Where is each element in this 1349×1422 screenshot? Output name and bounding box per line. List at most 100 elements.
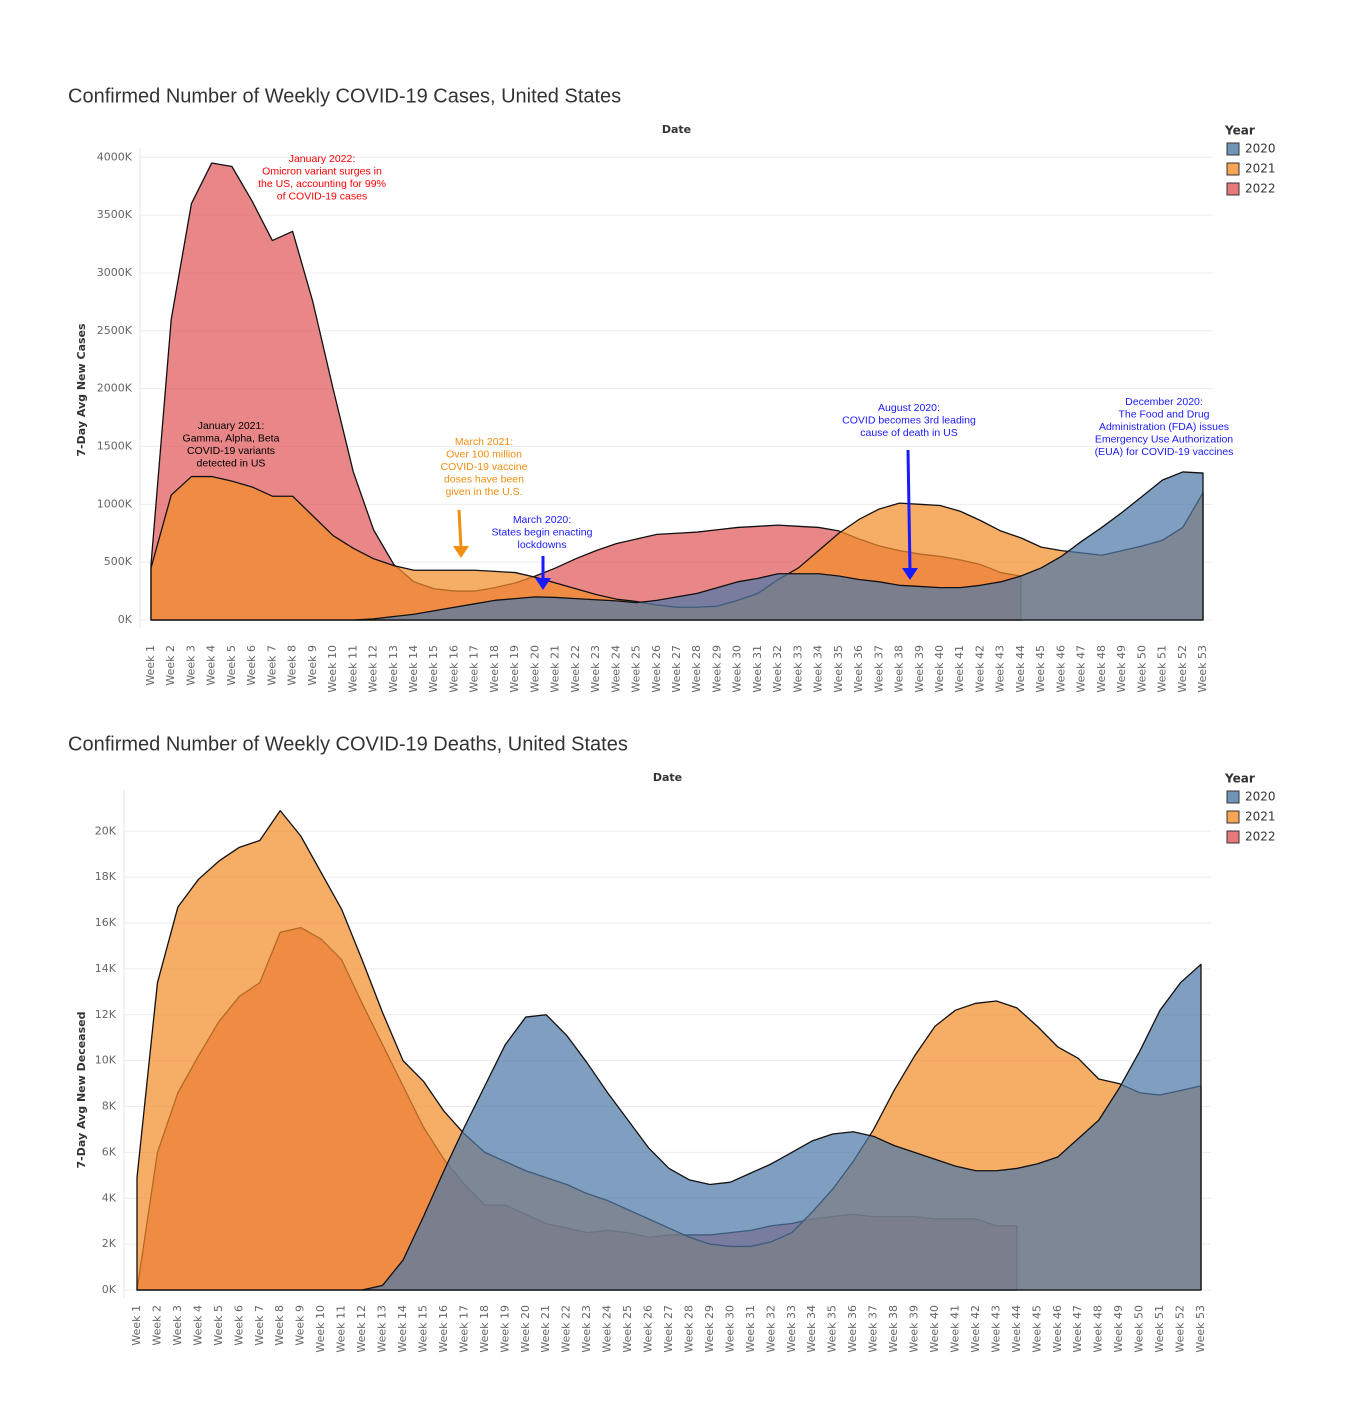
legend-title: Year xyxy=(1224,772,1255,786)
y-tick-label: 1500K xyxy=(97,439,133,452)
y-tick-label: 2500K xyxy=(97,324,133,337)
chart-title: Confirmed Number of Weekly COVID-19 Deat… xyxy=(68,733,628,755)
x-tick-label: Week 48 xyxy=(1095,645,1108,693)
x-tick-label: Week 48 xyxy=(1092,1305,1105,1353)
y-tick-label: 4000K xyxy=(97,150,133,163)
x-tick-label: Week 13 xyxy=(376,1305,389,1353)
annotation: the US, accounting for 99% xyxy=(258,178,386,190)
y-tick-label: 1000K xyxy=(97,497,133,510)
x-tick-label: Week 11 xyxy=(346,645,359,693)
annotation: March 2021: xyxy=(455,436,513,448)
x-tick-label: Week 37 xyxy=(872,645,885,693)
x-tick-label: Week 47 xyxy=(1075,645,1088,693)
x-tick-label: Week 34 xyxy=(812,645,825,693)
x-tick-label: Week 39 xyxy=(908,1305,921,1353)
x-tick-label: Week 49 xyxy=(1112,1305,1125,1353)
x-tick-label: Week 23 xyxy=(589,645,602,693)
legend-label: 2022 xyxy=(1245,182,1276,196)
legend-label: 2021 xyxy=(1245,810,1276,824)
x-tick-label: Week 13 xyxy=(387,645,400,693)
y-tick-label: 14K xyxy=(95,962,117,975)
x-tick-label: Week 52 xyxy=(1176,645,1189,693)
x-axis-title: Date xyxy=(662,123,691,136)
x-tick-label: Week 11 xyxy=(335,1305,348,1353)
legend-swatch xyxy=(1226,830,1240,844)
x-tick-label: Week 34 xyxy=(805,1305,818,1353)
x-tick-label: Week 4 xyxy=(205,645,218,686)
arrow-head xyxy=(453,546,469,558)
legend-label: 2021 xyxy=(1245,162,1276,176)
x-tick-label: Week 51 xyxy=(1156,645,1169,693)
x-tick-label: Week 46 xyxy=(1054,645,1067,693)
y-tick-label: 8K xyxy=(102,1100,117,1113)
annotation: detected in US xyxy=(197,457,266,469)
x-tick-label: Week 44 xyxy=(1010,1305,1023,1353)
y-tick-label: 0K xyxy=(118,613,133,626)
x-tick-label: Week 3 xyxy=(171,1305,184,1346)
legend-swatch xyxy=(1226,790,1240,804)
y-tick-label: 4K xyxy=(102,1191,117,1204)
legend-swatch xyxy=(1226,182,1240,196)
annotation: Gamma, Alpha, Beta xyxy=(183,432,280,444)
annotation: Omicron variant surges in xyxy=(262,165,382,177)
x-tick-label: Week 12 xyxy=(367,645,380,693)
x-tick-label: Week 33 xyxy=(785,1305,798,1353)
legend-swatch xyxy=(1226,810,1240,824)
x-tick-label: Week 32 xyxy=(764,1305,777,1353)
x-tick-label: Week 8 xyxy=(286,645,299,686)
x-tick-label: Week 7 xyxy=(265,645,278,686)
y-tick-label: 20K xyxy=(95,824,117,837)
x-tick-label: Week 19 xyxy=(498,1305,511,1353)
y-tick-label: 500K xyxy=(104,555,133,568)
y-axis-title: 7-Day Avg New Deceased xyxy=(75,1012,88,1169)
annotation: Emergency Use Authorization xyxy=(1095,433,1233,445)
x-tick-label: Week 28 xyxy=(690,645,703,693)
arrow-head xyxy=(535,578,551,590)
x-tick-label: Week 5 xyxy=(225,645,238,686)
x-tick-label: Week 5 xyxy=(212,1305,225,1346)
annotation-arrow xyxy=(457,509,463,549)
area xyxy=(150,471,1204,621)
annotation: States begin enacting xyxy=(492,526,593,538)
x-tick-label: Week 23 xyxy=(580,1305,593,1353)
x-tick-label: Week 39 xyxy=(913,645,926,693)
annotation: COVID-19 vaccine xyxy=(441,461,528,473)
x-tick-label: Week 6 xyxy=(232,1305,245,1346)
x-tick-label: Week 46 xyxy=(1051,1305,1064,1353)
x-tick-label: Week 18 xyxy=(478,1305,491,1353)
area xyxy=(136,963,1202,1291)
x-tick-label: Week 52 xyxy=(1174,1305,1187,1353)
x-tick-label: Week 27 xyxy=(670,645,683,693)
x-tick-label: Week 9 xyxy=(306,645,319,686)
x-tick-label: Week 36 xyxy=(852,645,865,693)
x-tick-label: Week 15 xyxy=(427,645,440,693)
y-tick-label: 12K xyxy=(95,1008,117,1021)
x-tick-label: Week 42 xyxy=(973,645,986,693)
x-tick-label: Week 44 xyxy=(1014,645,1027,693)
x-tick-label: Week 38 xyxy=(893,645,906,693)
x-tick-label: Week 42 xyxy=(969,1305,982,1353)
x-tick-label: Week 10 xyxy=(314,1305,327,1353)
annotation: given in the U.S. xyxy=(445,486,522,498)
x-tick-label: Week 49 xyxy=(1115,645,1128,693)
y-tick-label: 2000K xyxy=(97,382,133,395)
x-tick-label: Week 6 xyxy=(245,645,258,686)
x-tick-label: Week 50 xyxy=(1135,645,1148,693)
annotation: of COVID-19 cases xyxy=(277,190,367,202)
y-tick-label: 2K xyxy=(102,1237,117,1250)
x-tick-label: Week 20 xyxy=(528,645,541,693)
x-tick-label: Week 45 xyxy=(1034,645,1047,693)
chart-title: Confirmed Number of Weekly COVID-19 Case… xyxy=(68,85,621,107)
legend-label: 2022 xyxy=(1245,830,1276,844)
y-tick-label: 0K xyxy=(102,1283,117,1296)
annotation: (EUA) for COVID-19 vaccines xyxy=(1095,446,1234,458)
x-tick-label: Week 16 xyxy=(437,1305,450,1353)
legend-label: 2020 xyxy=(1245,142,1276,156)
x-tick-label: Week 30 xyxy=(731,645,744,693)
x-tick-label: Week 27 xyxy=(662,1305,675,1353)
x-tick-label: Week 15 xyxy=(416,1305,429,1353)
annotation: December 2020: xyxy=(1125,396,1203,408)
x-tick-label: Week 35 xyxy=(832,645,845,693)
annotation: Administration (FDA) issues xyxy=(1099,421,1229,433)
